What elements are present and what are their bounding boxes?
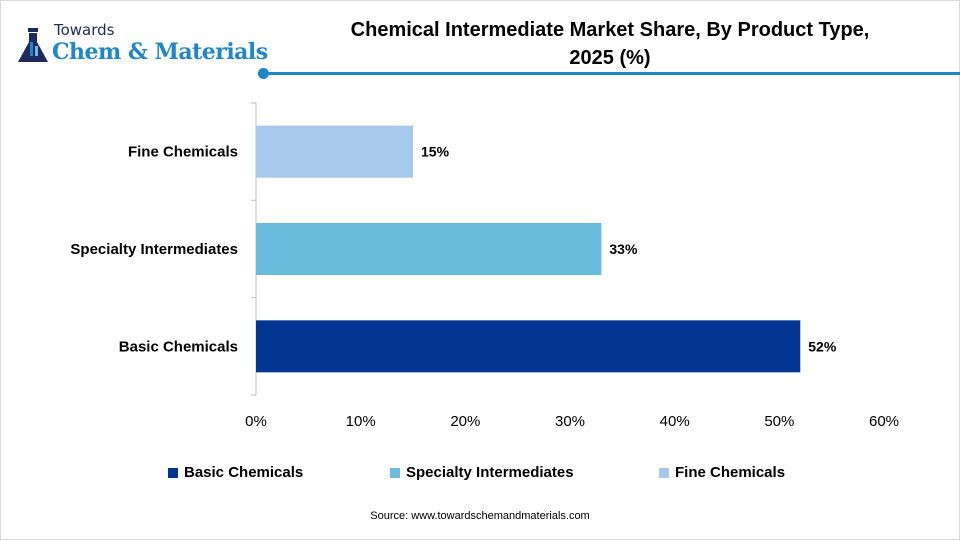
x-tick-label: 30% [555, 413, 585, 430]
legend-item: Basic Chemicals [168, 463, 303, 483]
source-note: Source: www.towardschemandmaterials.com [370, 510, 590, 522]
bar-fine-chemicals [256, 125, 413, 178]
legend-item: Fine Chemicals [659, 463, 785, 483]
title-line-1: Chemical Intermediate Market Share, By P… [350, 19, 870, 41]
y-tick-label: Basic Chemicals [119, 338, 238, 355]
x-tick-label: 60% [869, 413, 899, 430]
bar-basic-chemicals [256, 320, 801, 373]
flask-icon [18, 28, 48, 62]
legend: Basic Chemicals Specialty Intermediates Fi… [0, 463, 960, 483]
legend-swatch [390, 468, 400, 478]
legend-swatch [168, 468, 178, 478]
logo-line2: Chem & Materials [52, 39, 268, 65]
x-tick-label: 10% [346, 413, 376, 430]
title-line-2: 2025 (%) [569, 47, 651, 69]
legend-label: Basic Chemicals [184, 464, 304, 481]
legend-label: Specialty Intermediates [406, 464, 574, 481]
chart-title: Chemical Intermediate Market Share, By P… [290, 16, 930, 72]
legend-item: Specialty Intermediates [390, 463, 574, 483]
bar-specialty-intermediates [256, 223, 602, 275]
y-tick-label: Fine Chemicals [128, 144, 238, 161]
x-tick-label: 50% [764, 413, 794, 430]
data-label: 15% [421, 144, 450, 160]
y-tick-label: Specialty Intermediates [70, 241, 238, 258]
title-underline [258, 72, 960, 75]
legend-swatch [659, 468, 669, 478]
logo: Towards Chem & Materials [16, 21, 268, 66]
logo-line1: Towards [54, 21, 115, 39]
data-label: 33% [609, 241, 638, 257]
legend-label: Fine Chemicals [675, 464, 786, 481]
x-tick-label: 0% [245, 413, 267, 430]
title-underline-dot [258, 68, 269, 79]
x-tick-label: 40% [660, 413, 690, 430]
data-label: 52% [808, 338, 837, 354]
x-tick-label: 20% [450, 413, 480, 430]
